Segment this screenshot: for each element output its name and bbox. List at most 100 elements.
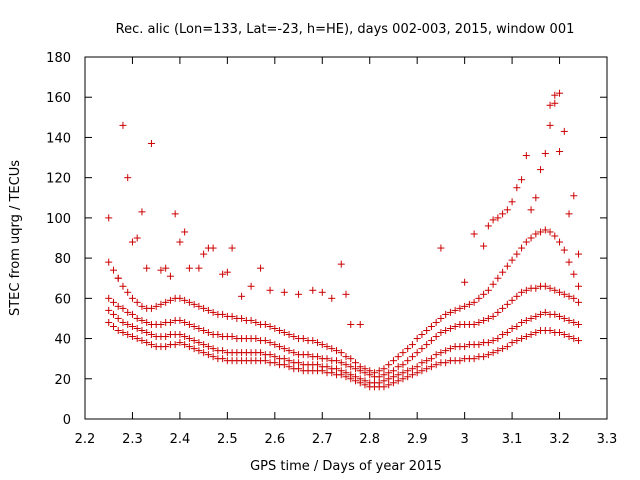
data-point [494, 335, 502, 343]
data-point [489, 312, 497, 320]
data-point [503, 300, 511, 308]
data-point [518, 335, 526, 343]
data-point [356, 363, 364, 371]
x-tick-label: 2.7 [312, 432, 333, 447]
data-point [541, 226, 549, 234]
data-point [475, 318, 483, 326]
data-point [309, 286, 317, 294]
data-point [404, 367, 412, 375]
data-point [513, 322, 521, 330]
data-point [342, 361, 350, 369]
data-point [442, 327, 450, 335]
data-point [551, 99, 559, 107]
data-point [162, 343, 170, 351]
data-point [271, 353, 279, 361]
data-point [290, 333, 298, 341]
data-point [295, 290, 303, 298]
data-point [551, 91, 559, 99]
data-point [527, 314, 535, 322]
data-point [551, 310, 559, 318]
data-point [560, 331, 568, 339]
data-point [489, 216, 497, 224]
data-point [546, 121, 554, 129]
data-point [185, 264, 193, 272]
data-point [200, 304, 208, 312]
data-point [128, 238, 136, 246]
data-point [380, 377, 388, 385]
data-point [323, 355, 331, 363]
data-point [238, 314, 246, 322]
data-point [219, 347, 227, 355]
data-point [337, 367, 345, 375]
data-point [532, 312, 540, 320]
data-point [423, 357, 431, 365]
data-point [209, 244, 217, 252]
data-point [204, 343, 212, 351]
data-point [261, 320, 269, 328]
x-tick-label: 2.8 [359, 432, 380, 447]
data-point [176, 316, 184, 324]
data-point [337, 359, 345, 367]
data-point [200, 327, 208, 335]
data-point [128, 310, 136, 318]
data-point [451, 306, 459, 314]
data-point [114, 327, 122, 335]
data-point [195, 347, 203, 355]
data-point [522, 238, 530, 246]
data-point [537, 310, 545, 318]
data-point [427, 363, 435, 371]
data-point [385, 375, 393, 383]
data-point [195, 302, 203, 310]
data-point [252, 318, 260, 326]
data-point [442, 310, 450, 318]
data-point [105, 214, 113, 222]
data-point [513, 292, 521, 300]
data-point [114, 314, 122, 322]
y-tick-label: 140 [46, 131, 71, 146]
data-point [432, 318, 440, 326]
data-point [295, 365, 303, 373]
data-point [380, 371, 388, 379]
data-point [423, 327, 431, 335]
data-point [105, 306, 113, 314]
data-point [456, 304, 464, 312]
data-point [375, 373, 383, 381]
data-point [565, 316, 573, 324]
x-tick-label: 3.2 [549, 432, 570, 447]
data-point [347, 355, 355, 363]
chart-title: Rec. alic (Lon=133, Lat=-23, h=HE), days… [116, 22, 575, 37]
data-point [551, 286, 559, 294]
data-point [119, 282, 127, 290]
data-point [228, 312, 236, 320]
data-point [138, 208, 146, 216]
data-point [157, 300, 165, 308]
data-point [200, 349, 208, 357]
data-point [333, 365, 341, 373]
data-point [105, 318, 113, 326]
data-point [124, 288, 132, 296]
data-point [171, 210, 179, 218]
x-axis-label: GPS time / Days of year 2015 [250, 459, 442, 474]
data-point [560, 290, 568, 298]
x-tick-label: 2.6 [264, 432, 285, 447]
data-point [418, 331, 426, 339]
y-tick-label: 80 [54, 252, 71, 267]
data-point [323, 343, 331, 351]
data-point [333, 357, 341, 365]
data-point [271, 325, 279, 332]
data-point [119, 304, 127, 312]
data-point [446, 308, 454, 316]
data-point [456, 357, 464, 365]
data-point [351, 365, 359, 373]
data-point [560, 246, 568, 254]
data-point [560, 314, 568, 322]
data-point [266, 351, 274, 359]
data-point [522, 333, 530, 341]
data-point [380, 365, 388, 373]
data-point [484, 286, 492, 294]
data-point [342, 369, 350, 377]
data-point [442, 359, 450, 367]
data-point [546, 228, 554, 236]
data-point [408, 341, 416, 349]
data-point [219, 355, 227, 363]
